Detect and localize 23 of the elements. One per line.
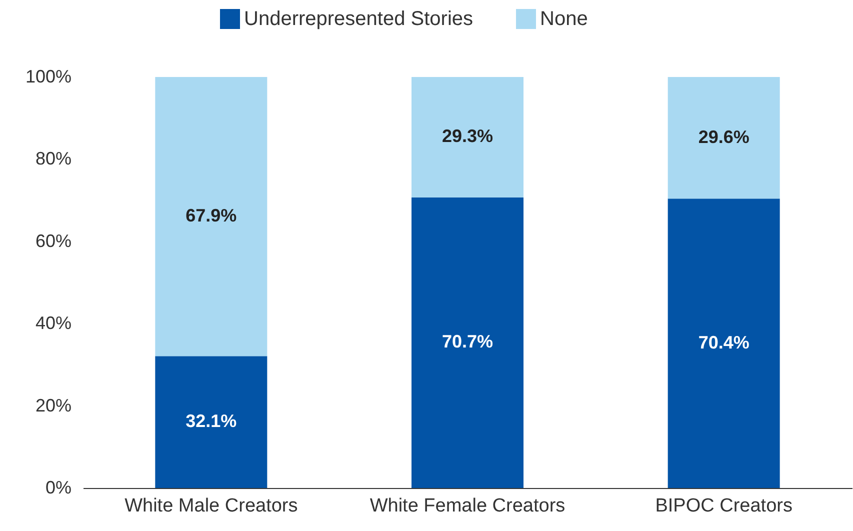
x-tick-label: BIPOC Creators [655,496,792,516]
y-tick-label: 100% [25,66,72,86]
y-tick-label: 80% [35,148,72,169]
y-tick-label: 0% [45,478,72,498]
x-tick-label: White Male Creators [124,496,298,516]
y-tick-label: 40% [35,313,72,334]
data-label: 70.4% [698,332,750,352]
bar [155,77,268,356]
legend-label: None [540,8,588,30]
bar [412,197,524,488]
data-label: 70.7% [442,332,494,352]
bar [155,356,268,488]
bar [412,77,524,198]
x-tick-label: White Female Creators [370,496,566,516]
data-label: 29.3% [442,126,494,146]
data-label: 67.9% [186,206,237,226]
y-tick-label: 20% [35,395,72,416]
bar [668,77,780,199]
data-label: 32.1% [186,411,237,432]
bar [668,198,780,488]
data-label: 29.6% [698,126,750,147]
legend-label: Underrepresented Stories [244,8,474,30]
y-tick-label: 60% [35,230,72,251]
